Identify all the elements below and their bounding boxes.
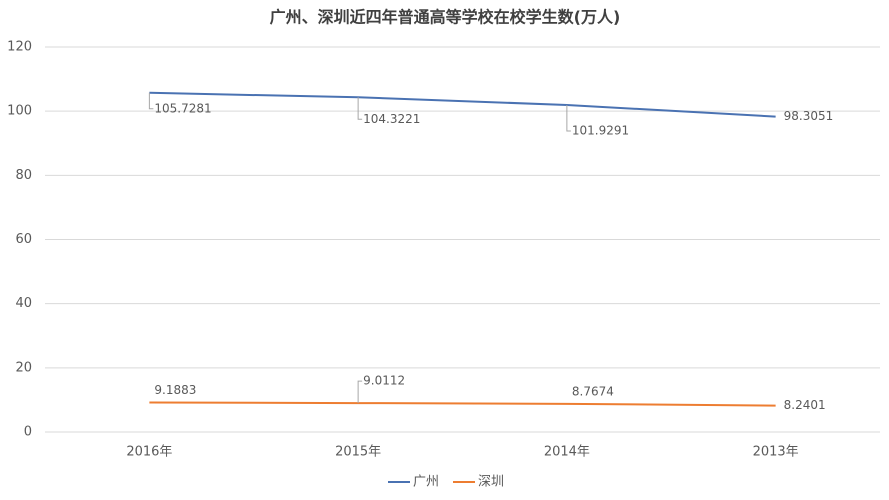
y-tick-label: 60 xyxy=(15,232,32,247)
data-label: 105.7281 xyxy=(154,101,211,115)
y-tick-label: 120 xyxy=(7,40,32,55)
y-tick-label: 100 xyxy=(7,104,32,119)
chart-title: 广州、深圳近四年普通高等学校在校学生数(万人) xyxy=(270,8,621,27)
y-tick-label: 40 xyxy=(15,296,32,311)
leader-line xyxy=(148,92,154,110)
legend-label: 广州 xyxy=(413,475,439,490)
data-label: 101.9291 xyxy=(572,123,629,137)
x-tick-label: 2015年 xyxy=(335,445,381,460)
x-tick-label: 2016年 xyxy=(126,445,172,460)
series-line xyxy=(149,401,776,407)
data-label: 9.1883 xyxy=(154,383,196,397)
x-tick-label: 2014年 xyxy=(544,445,590,460)
y-tick-label: 80 xyxy=(15,168,32,183)
y-tick-label: 20 xyxy=(15,360,32,375)
x-tick-label: 2013年 xyxy=(753,445,799,460)
leader-line xyxy=(357,97,363,120)
data-label: 9.0112 xyxy=(363,374,405,388)
y-tick-label: 0 xyxy=(24,425,32,440)
leader-line xyxy=(357,380,363,404)
data-label: 8.7674 xyxy=(572,384,614,398)
series-line xyxy=(149,91,776,118)
data-label: 104.3221 xyxy=(363,112,420,126)
legend-label: 深圳 xyxy=(478,475,504,490)
data-label: 8.2401 xyxy=(784,398,826,412)
leader-line xyxy=(566,104,571,132)
data-label: 98.3051 xyxy=(784,109,834,123)
